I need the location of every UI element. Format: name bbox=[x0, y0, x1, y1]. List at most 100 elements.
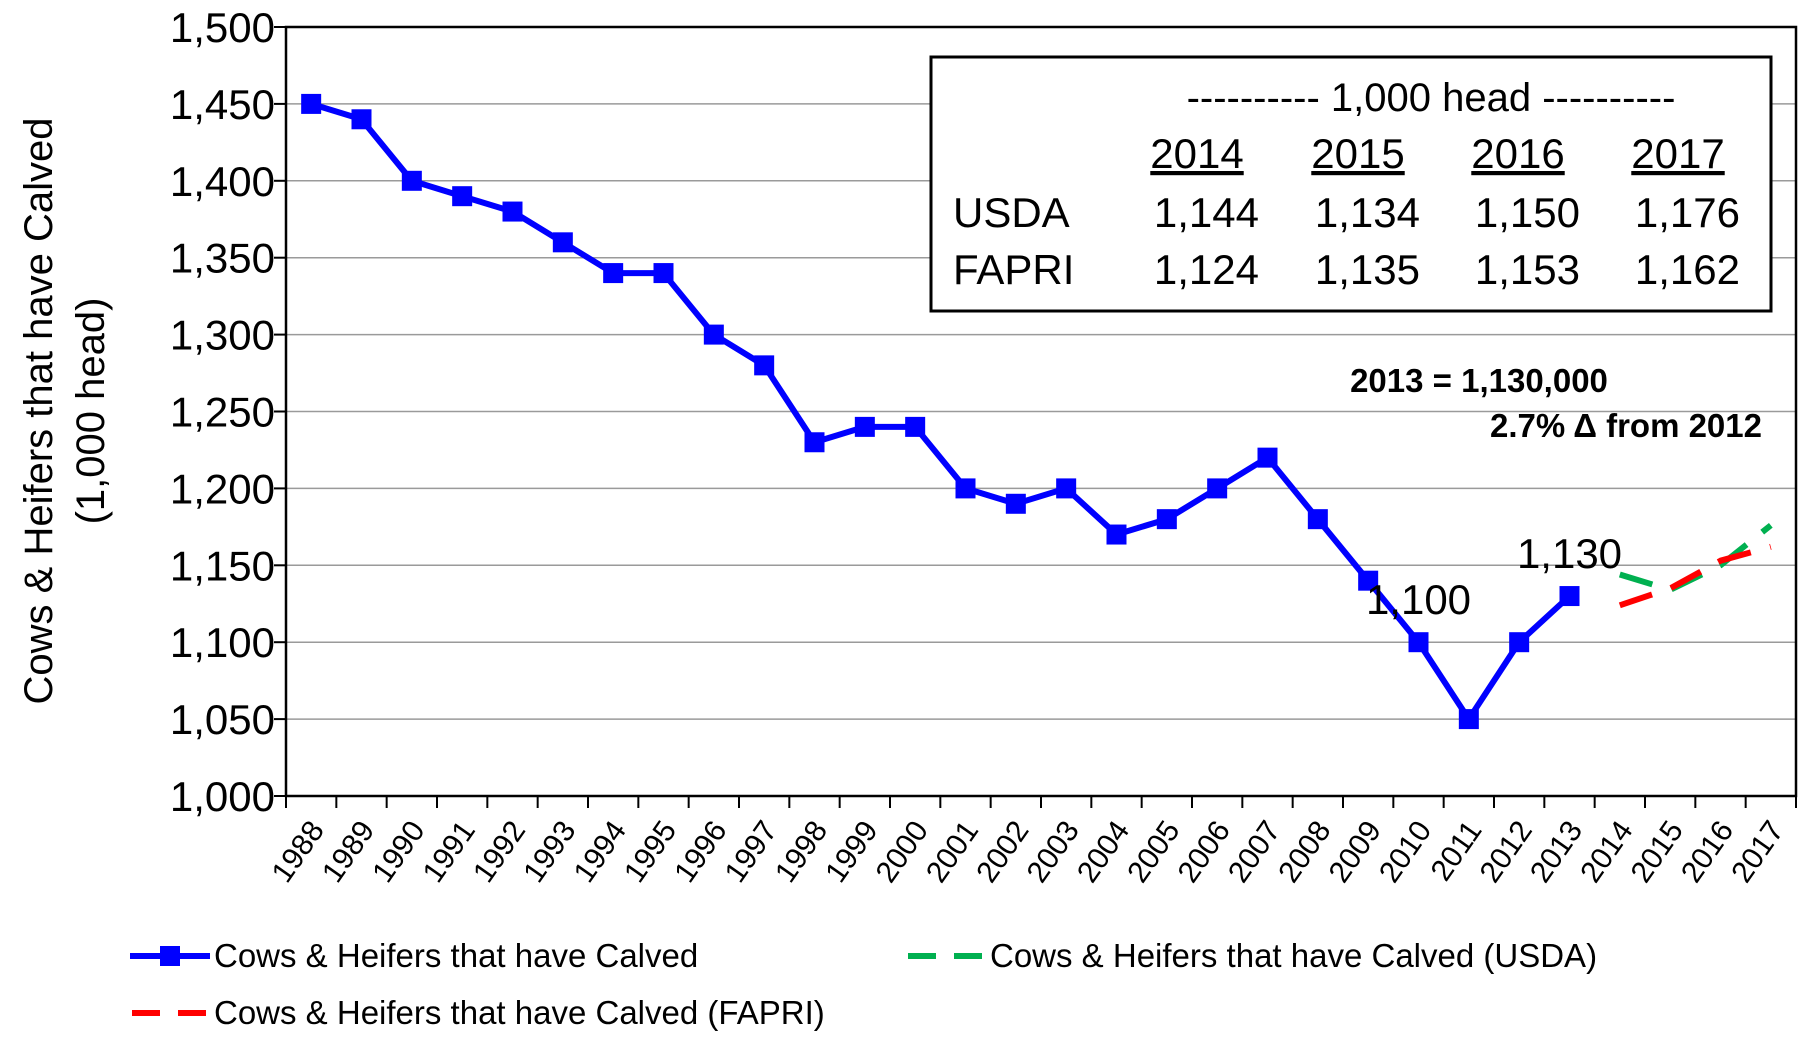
table-cell-usda-2017: 1,176 bbox=[1635, 189, 1740, 236]
data-point-2008 bbox=[1307, 509, 1328, 530]
y-tick-label-1400: 1,400 bbox=[170, 158, 275, 205]
x-tick-label-2002: 2002 bbox=[970, 815, 1035, 889]
x-tick-label-1995: 1995 bbox=[618, 815, 683, 889]
y-axis-ticks: 1,000 1,050 1,100 1,150 1,200 1,250 1,300 1,350… bbox=[170, 4, 286, 820]
y-axis-title: Cows & Heifers that have Calved bbox=[17, 118, 61, 705]
x-tick-label-2013: 2013 bbox=[1524, 815, 1589, 889]
x-tick-label-1996: 1996 bbox=[668, 815, 733, 889]
x-tick-label-2003: 2003 bbox=[1021, 815, 1086, 889]
annotation-line-1: 2013 = 1,130,000 bbox=[1350, 362, 1608, 399]
legend-label-usda: Cows & Heifers that have Calved (USDA) bbox=[990, 937, 1598, 974]
x-tick-label-2016: 2016 bbox=[1675, 815, 1740, 889]
x-tick-label-2000: 2000 bbox=[870, 815, 935, 889]
data-point-1999 bbox=[854, 416, 875, 437]
legend-swatch-fapri bbox=[132, 1010, 208, 1016]
x-tick-label-1989: 1989 bbox=[316, 815, 381, 889]
data-point-1993 bbox=[552, 232, 573, 253]
table-cell-fapri-2017: 1,162 bbox=[1635, 246, 1740, 293]
data-point-1989 bbox=[351, 109, 372, 130]
x-tick-label-1999: 1999 bbox=[819, 815, 884, 889]
x-tick-label-1990: 1990 bbox=[366, 815, 431, 889]
data-label-2010: 1,100 bbox=[1366, 576, 1471, 623]
legend-item-fapri: Cows & Heifers that have Calved (FAPRI) bbox=[130, 994, 825, 1032]
y-tick-label-1000: 1,000 bbox=[170, 773, 275, 820]
data-point-2003 bbox=[1056, 478, 1077, 499]
legend-swatch-actual bbox=[130, 946, 210, 966]
data-point-2009 bbox=[1358, 570, 1379, 591]
table-unit-header: ---------- 1,000 head ---------- bbox=[1187, 76, 1676, 120]
data-point-1988 bbox=[301, 93, 322, 114]
y-axis-unit: (1,000 head) bbox=[69, 298, 113, 525]
x-tick-label-2004: 2004 bbox=[1071, 815, 1136, 889]
table-cells: 2014 2015 2016 2017 USDA 1,144 1,134 1,150 1,176… bbox=[953, 130, 1740, 293]
table-cell-fapri-2015: 1,135 bbox=[1315, 246, 1420, 293]
table-cell-usda-2015: 1,134 bbox=[1315, 189, 1420, 236]
table-cell-usda-2016: 1,150 bbox=[1475, 189, 1580, 236]
data-point-2011 bbox=[1458, 709, 1479, 730]
legend-item-actual: Cows & Heifers that have Calved bbox=[130, 937, 698, 975]
x-tick-label-2010: 2010 bbox=[1373, 815, 1438, 889]
data-point-2001 bbox=[955, 478, 976, 499]
data-point-2010 bbox=[1408, 632, 1429, 653]
data-point-1996 bbox=[703, 324, 724, 345]
y-tick-label-1050: 1,050 bbox=[170, 696, 275, 743]
data-point-1995 bbox=[653, 263, 674, 284]
series bbox=[301, 93, 1773, 730]
legend-swatch-usda bbox=[908, 953, 984, 959]
data-point-2007 bbox=[1257, 447, 1278, 468]
series-line-2 bbox=[1618, 543, 1772, 609]
data-point-1991 bbox=[452, 186, 473, 207]
data-point-1997 bbox=[754, 355, 775, 376]
x-tick-label-2005: 2005 bbox=[1121, 815, 1186, 889]
data-point-2000 bbox=[905, 416, 926, 437]
data-table: ---------- 1,000 head ---------- 2014 201… bbox=[929, 55, 1773, 313]
x-tick-label-2012: 2012 bbox=[1474, 815, 1539, 889]
y-tick-label-1200: 1,200 bbox=[170, 465, 275, 512]
table-row-label-usda: USDA bbox=[953, 189, 1070, 236]
x-axis-ticks: 1988198919901991199219931994199519961997… bbox=[266, 796, 1797, 889]
data-labels: 1,100 1,130 bbox=[1366, 530, 1622, 623]
y-tick-label-1450: 1,450 bbox=[170, 81, 275, 128]
table-cell-usda-2014: 1,144 bbox=[1154, 189, 1259, 236]
y-tick-label-1150: 1,150 bbox=[170, 542, 275, 589]
legend-item-usda: Cows & Heifers that have Calved (USDA) bbox=[906, 937, 1597, 975]
data-point-1992 bbox=[502, 201, 523, 222]
table-cell-fapri-2014: 1,124 bbox=[1154, 246, 1259, 293]
table-row-label-fapri: FAPRI bbox=[953, 246, 1074, 293]
data-point-2004 bbox=[1106, 524, 1127, 545]
y-tick-label-1500: 1,500 bbox=[170, 4, 275, 51]
x-tick-label-1994: 1994 bbox=[568, 815, 633, 889]
table-cell-fapri-2016: 1,153 bbox=[1475, 246, 1580, 293]
x-tick-label-1993: 1993 bbox=[517, 815, 582, 889]
data-point-1998 bbox=[804, 432, 825, 453]
legend-label-actual: Cows & Heifers that have Calved bbox=[214, 937, 699, 974]
x-tick-label-2007: 2007 bbox=[1222, 815, 1287, 889]
x-tick-label-2009: 2009 bbox=[1323, 815, 1388, 889]
y-tick-label-1300: 1,300 bbox=[170, 312, 275, 359]
x-tick-label-2008: 2008 bbox=[1272, 815, 1337, 889]
x-tick-label-2001: 2001 bbox=[920, 815, 985, 889]
x-tick-label-1997: 1997 bbox=[719, 815, 784, 889]
y-tick-label-1350: 1,350 bbox=[170, 235, 275, 282]
table-col-header-2015: 2015 bbox=[1311, 130, 1404, 177]
table-col-header-2014: 2014 bbox=[1150, 130, 1243, 177]
x-tick-label-2014: 2014 bbox=[1574, 815, 1639, 889]
x-tick-label-1998: 1998 bbox=[769, 815, 834, 889]
data-point-2002 bbox=[1005, 493, 1026, 514]
table-col-header-2016: 2016 bbox=[1471, 130, 1564, 177]
table-col-header-2017: 2017 bbox=[1631, 130, 1724, 177]
data-table-box bbox=[929, 55, 1773, 313]
x-tick-label-2017: 2017 bbox=[1725, 815, 1790, 889]
y-tick-label-1250: 1,250 bbox=[170, 389, 275, 436]
data-label-2013: 1,130 bbox=[1517, 530, 1622, 577]
x-tick-label-1991: 1991 bbox=[417, 815, 482, 889]
x-tick-label-1988: 1988 bbox=[266, 815, 331, 889]
x-tick-label-2015: 2015 bbox=[1625, 815, 1690, 889]
data-point-2005 bbox=[1156, 509, 1177, 530]
annotation-line-2: 2.7% Δ from 2012 bbox=[1490, 407, 1762, 444]
data-point-2006 bbox=[1207, 478, 1228, 499]
y-tick-label-1100: 1,100 bbox=[170, 619, 275, 666]
data-point-1990 bbox=[401, 170, 422, 191]
